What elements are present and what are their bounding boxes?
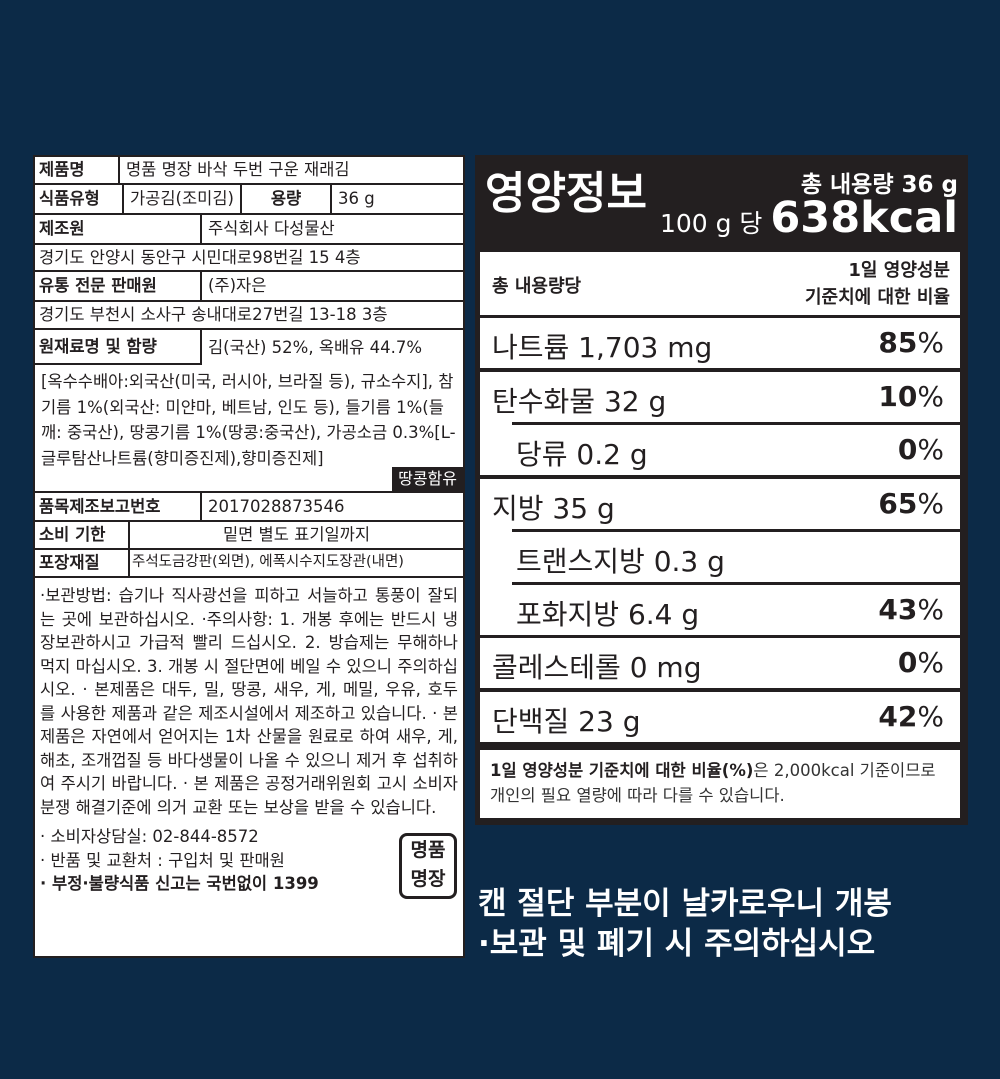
percent-value: 0 (897, 646, 918, 679)
percent-value: 10 (878, 380, 918, 413)
consumer-center: · 소비자상담실: 02-844-8572 (40, 827, 259, 846)
percent-unit: % (917, 700, 944, 733)
food-type: 가공김(조미김) (124, 185, 242, 213)
percent-unit: % (917, 380, 944, 413)
distributor-address: 경기도 부천시 소사구 송내대로27번길 13-18 3층 (39, 305, 388, 325)
warning-line2: ·보관 및 폐기 시 주의하십시오 (478, 926, 876, 962)
care-instructions: ·보관방법: 습기나 직사광선을 피하고 서늘하고 통풍이 잘되는 곳에 보관하… (40, 586, 458, 817)
nutrient-row: 지방 35 g 65% (480, 479, 960, 529)
percent-value: 43 (878, 593, 918, 626)
manufacturer-address: 경기도 안양시 동안구 시민대로98번길 15 4층 (39, 247, 361, 267)
total-content: 총 내용량 36 g (800, 172, 958, 198)
nutrient-name: 나트륨 1,703 mg (492, 331, 713, 364)
product-info-label: 제품명 명품 명장 바삭 두번 구운 재래김 식품유형 가공김(조미김) 용량 36 g… (33, 155, 465, 958)
can-warning: 캔 절단 부분이 날카로우니 개봉 ·보관 및 폐기 시 주의하십시오 (478, 884, 892, 964)
percent-unit: % (917, 487, 944, 520)
volume: 36 g (338, 189, 375, 209)
nutrient-row: 탄수화물 32 g 10% (480, 372, 960, 422)
product-name-label: 제품명 (35, 157, 120, 183)
header-left: 총 내용량당 (492, 276, 582, 297)
manufacturer-label: 제조원 (35, 215, 202, 243)
nutrient-percent: 42% (878, 700, 944, 733)
ingredients-head: 김(국산) 52%, 옥배유 44.7% (208, 337, 423, 357)
nutrition-title: 영양정보 (485, 168, 647, 219)
expiry: 밑면 별도 표기일까지 (222, 525, 371, 545)
report-hotline: · 부정·불량식품 신고는 국번없이 1399 (40, 874, 319, 893)
nutrient-name: 당류 0.2 g (516, 438, 648, 471)
daily-value-note: 1일 영양성분 기준치에 대한 비율(%)은 2,000kcal 기준이므로 개… (480, 750, 960, 818)
food-type-label: 식품유형 (35, 185, 124, 213)
nutrient-name: 포화지방 6.4 g (516, 598, 700, 631)
percent-value: 85 (878, 326, 918, 359)
percent-value: 0 (897, 433, 918, 466)
ingredients-text: [옥수수배아:외국산(미국, 러시아, 브라질 등), 규소수지], 참기름 1… (41, 372, 456, 468)
nutrient-name: 단백질 23 g (492, 705, 641, 738)
volume-label: 용량 (242, 185, 332, 213)
stamp-bottom: 명장 (410, 868, 446, 890)
header-right-line2: 기준치에 대한 비율 (804, 287, 950, 308)
nutrient-percent: 0% (898, 433, 944, 466)
manufacturer: 주식회사 다성물산 (208, 219, 335, 239)
nutrient-row: 콜레스테롤 0 mg 0% (480, 638, 960, 688)
calories: 100 g 당 638kcal (660, 193, 958, 243)
nutrient-row: 나트륨 1,703 mg 85% (480, 318, 960, 368)
distributor: (주)자은 (208, 276, 267, 296)
per-100g: 100 g 당 (659, 209, 763, 238)
percent-unit: % (917, 433, 944, 466)
percent-unit: % (917, 326, 944, 359)
nutrient-name: 탄수화물 32 g (492, 385, 667, 418)
nutrient-percent: 85% (878, 326, 944, 359)
percent-value: 42 (878, 700, 918, 733)
header-right-line1: 1일 영양성분 (848, 260, 950, 281)
stamp-top: 명품 (410, 839, 446, 861)
nutrient-name: 지방 35 g (492, 492, 615, 525)
nutrient-name: 콜레스테롤 0 mg (492, 651, 702, 684)
percent-unit: % (917, 593, 944, 626)
nutrient-row: 포화지방 6.4 g 43% (480, 582, 960, 635)
nutrient-percent: 10% (878, 380, 944, 413)
ingredients-label: 원재료명 및 함량 (35, 330, 202, 365)
product-name: 명품 명장 바삭 두번 구운 재래김 (126, 160, 350, 180)
note-rest: 은 2,000kcal 기준이므로 개인의 필요 열량에 따라 다를 수 있습니… (490, 761, 936, 805)
kcal-value: 638kcal (770, 193, 958, 243)
warning-line1: 캔 절단 부분이 날카로우니 개봉 (478, 886, 892, 922)
distributor-label: 유통 전문 판매원 (35, 272, 202, 300)
ingredients-body: [옥수수배아:외국산(미국, 러시아, 브라질 등), 규소수지], 참기름 1… (35, 365, 463, 493)
percent-unit: % (917, 646, 944, 679)
allergen-badge: 땅콩함유 (392, 467, 463, 491)
note-bold: 1일 영양성분 기준치에 대한 비율(%) (490, 761, 754, 780)
nutrient-row: 당류 0.2 g 0% (480, 422, 960, 475)
packaging: 주석도금강판(외면), 에폭시수지도장관(내면) (132, 554, 404, 571)
nutrient-row: 트랜스지방 0.3 g (480, 529, 960, 582)
nutrition-facts: 영양정보 총 내용량 36 g 100 g 당 638kcal 총 내용량당 1… (475, 155, 968, 825)
report-no-label: 품목제조보고번호 (35, 493, 202, 520)
contact-block: · 소비자상담실: 02-844-8572 · 반품 및 교환처 : 구입처 및… (35, 825, 463, 899)
nutrient-percent: 65% (878, 487, 944, 520)
returns-info: · 반품 및 교환처 : 구입처 및 판매원 (40, 850, 285, 870)
packaging-label: 포장재질 (35, 550, 130, 576)
nutrient-percent: 43% (878, 593, 944, 626)
nutrient-percent: 0% (898, 646, 944, 679)
report-no: 2017028873546 (208, 496, 345, 516)
nutrient-name: 트랜스지방 0.3 g (516, 545, 725, 578)
nutrient-row: 단백질 23 g 42% (480, 692, 960, 742)
expiry-label: 소비 기한 (35, 522, 130, 548)
percent-value: 65 (878, 487, 918, 520)
